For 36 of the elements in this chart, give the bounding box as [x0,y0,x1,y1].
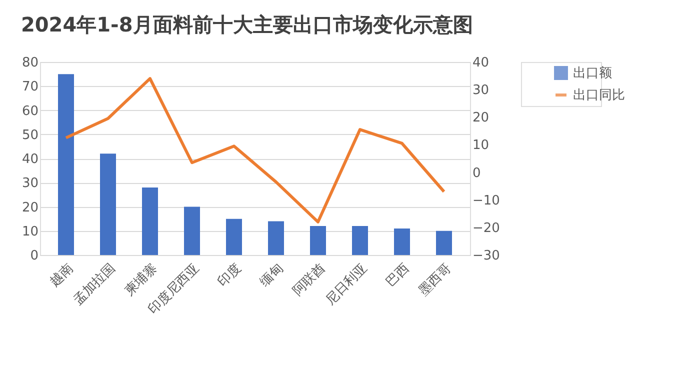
y-tick-label: 40 [22,152,38,167]
y2-tick-label: 20 [472,110,490,126]
y2-tick-label: −30 [472,248,500,264]
y-tick-label: 0 [30,248,38,264]
bar [436,230,452,255]
bar [184,206,200,255]
line-series [64,77,446,224]
legend-label: 出口额 [573,66,612,81]
x-tick-label: 缅甸 [257,260,286,290]
x-tick-label: 巴西 [383,260,412,290]
bar [100,154,116,255]
x-tick-label: 墨西哥 [416,260,454,299]
y-tick-label: 30 [22,176,38,192]
legend-label: 出口同比 [573,88,625,103]
x-tick-label: 越南 [47,260,76,290]
bar [226,218,242,255]
y2-tick-label: 10 [472,138,490,154]
y2-tick-label: 40 [472,56,490,70]
bar [352,226,368,255]
bar [142,187,158,255]
y2-tick-label: −10 [472,193,500,208]
y-tick-label: 70 [22,80,38,95]
bar [268,221,284,255]
y2-tick-label: −20 [472,220,500,236]
bar [394,228,410,255]
bar [310,226,326,255]
x-tick-label: 印度 [214,260,244,290]
y2-tick-label: 30 [472,83,490,98]
chart-title: 2024年1-8月面料前十大主要出口市场变化示意图 [20,12,473,36]
y-tick-label: 80 [22,56,38,70]
y-tick-label: 50 [22,128,38,143]
y-tick-label: 20 [22,200,38,216]
bar [58,74,74,255]
y-tick-label: 10 [22,224,38,240]
y-tick-label: 60 [22,104,38,119]
y2-tick-label: 0 [472,166,481,181]
